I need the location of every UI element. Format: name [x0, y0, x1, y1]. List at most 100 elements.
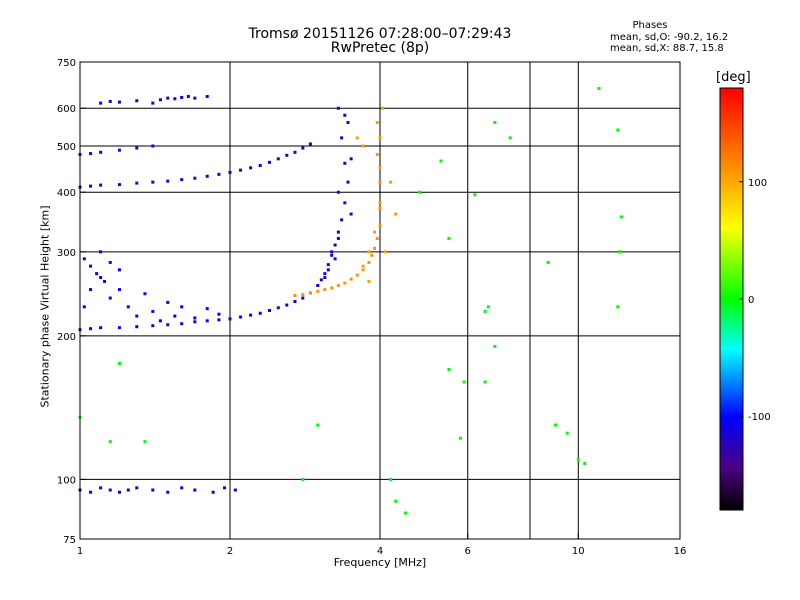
y-tick-label: 500 — [57, 142, 76, 153]
colorbar-tick-label: 100 — [748, 178, 767, 189]
data-point — [135, 99, 139, 103]
data-point — [389, 477, 393, 481]
data-point — [211, 490, 215, 494]
data-point — [108, 296, 112, 300]
data-point — [117, 148, 121, 152]
colorbar-unit-label: [deg] — [716, 70, 751, 85]
data-point — [99, 101, 103, 105]
data-point — [343, 281, 347, 285]
data-point — [381, 106, 385, 110]
data-point — [330, 253, 334, 257]
data-point — [355, 136, 359, 140]
data-point — [375, 121, 379, 125]
data-point — [340, 218, 344, 222]
x-tick-label: 10 — [572, 546, 585, 557]
x-tick-label: 6 — [465, 546, 471, 557]
data-point — [308, 291, 312, 295]
data-point — [373, 230, 377, 234]
data-point — [151, 488, 155, 492]
data-point — [308, 142, 312, 146]
y-tick-label: 750 — [57, 58, 76, 69]
data-point — [89, 152, 93, 156]
data-point — [135, 314, 139, 318]
data-point — [99, 250, 103, 254]
data-point — [361, 144, 365, 148]
data-point — [619, 215, 623, 219]
data-point — [135, 486, 139, 490]
data-point — [108, 260, 112, 264]
data-point — [346, 180, 350, 184]
data-point — [108, 99, 112, 103]
phase-legend-o-mode: mean, sd,O: -90.2, 16.2 — [610, 32, 729, 43]
x-axis-label: Frequency [MHz] — [333, 556, 427, 569]
data-point — [186, 94, 190, 98]
data-point — [576, 458, 580, 462]
data-point — [135, 325, 139, 329]
data-point — [349, 277, 353, 281]
data-point — [378, 180, 382, 184]
data-point — [180, 95, 184, 99]
data-point — [616, 128, 620, 132]
data-point — [361, 264, 365, 268]
data-point — [117, 361, 121, 365]
data-point — [333, 257, 337, 261]
colorbar-tick-label: 0 — [748, 295, 754, 306]
data-point — [158, 319, 162, 323]
data-point — [375, 236, 379, 240]
data-point — [166, 179, 170, 183]
data-point — [193, 316, 197, 320]
data-point — [143, 292, 147, 296]
data-point — [493, 121, 497, 125]
data-point — [158, 98, 162, 102]
data-point — [367, 250, 371, 254]
data-point — [233, 488, 237, 492]
data-point — [151, 324, 155, 328]
data-point — [316, 423, 320, 427]
y-tick-label: 200 — [57, 332, 76, 343]
data-point — [117, 183, 121, 187]
data-point — [323, 276, 327, 280]
data-point — [103, 279, 107, 283]
data-point — [99, 276, 103, 280]
data-point — [316, 283, 320, 287]
data-point — [375, 152, 379, 156]
data-point — [340, 136, 344, 140]
x-tick-label: 4 — [377, 546, 383, 557]
chart-subtitle: RwPretec (8p) — [330, 40, 430, 56]
data-point — [151, 309, 155, 313]
data-point — [473, 193, 477, 197]
data-point — [373, 246, 377, 250]
data-point — [99, 486, 103, 490]
data-point — [326, 263, 330, 267]
data-point — [293, 300, 297, 304]
data-point — [378, 206, 382, 210]
y-tick-label: 600 — [57, 104, 76, 115]
data-point — [228, 170, 232, 174]
data-point — [483, 380, 487, 384]
data-point — [493, 344, 497, 348]
data-point — [319, 278, 323, 282]
data-point — [258, 164, 262, 168]
data-point — [89, 288, 93, 292]
data-point — [367, 260, 371, 264]
data-point — [173, 97, 177, 101]
data-points — [78, 86, 623, 515]
data-point — [565, 431, 569, 435]
data-point — [389, 180, 393, 184]
data-point — [301, 146, 305, 150]
data-point — [239, 168, 243, 172]
data-point — [249, 166, 253, 170]
y-tick-label: 300 — [57, 248, 76, 259]
data-point — [108, 440, 112, 444]
data-point — [126, 488, 130, 492]
data-point — [166, 300, 170, 304]
data-point — [394, 499, 398, 503]
data-point — [546, 260, 550, 264]
data-point — [193, 320, 197, 324]
colorbar-ticks: 100 0 -100 — [739, 178, 771, 423]
data-point — [462, 380, 466, 384]
data-point — [378, 166, 382, 170]
data-point — [89, 184, 93, 188]
data-point — [323, 272, 327, 276]
data-point — [378, 224, 382, 228]
